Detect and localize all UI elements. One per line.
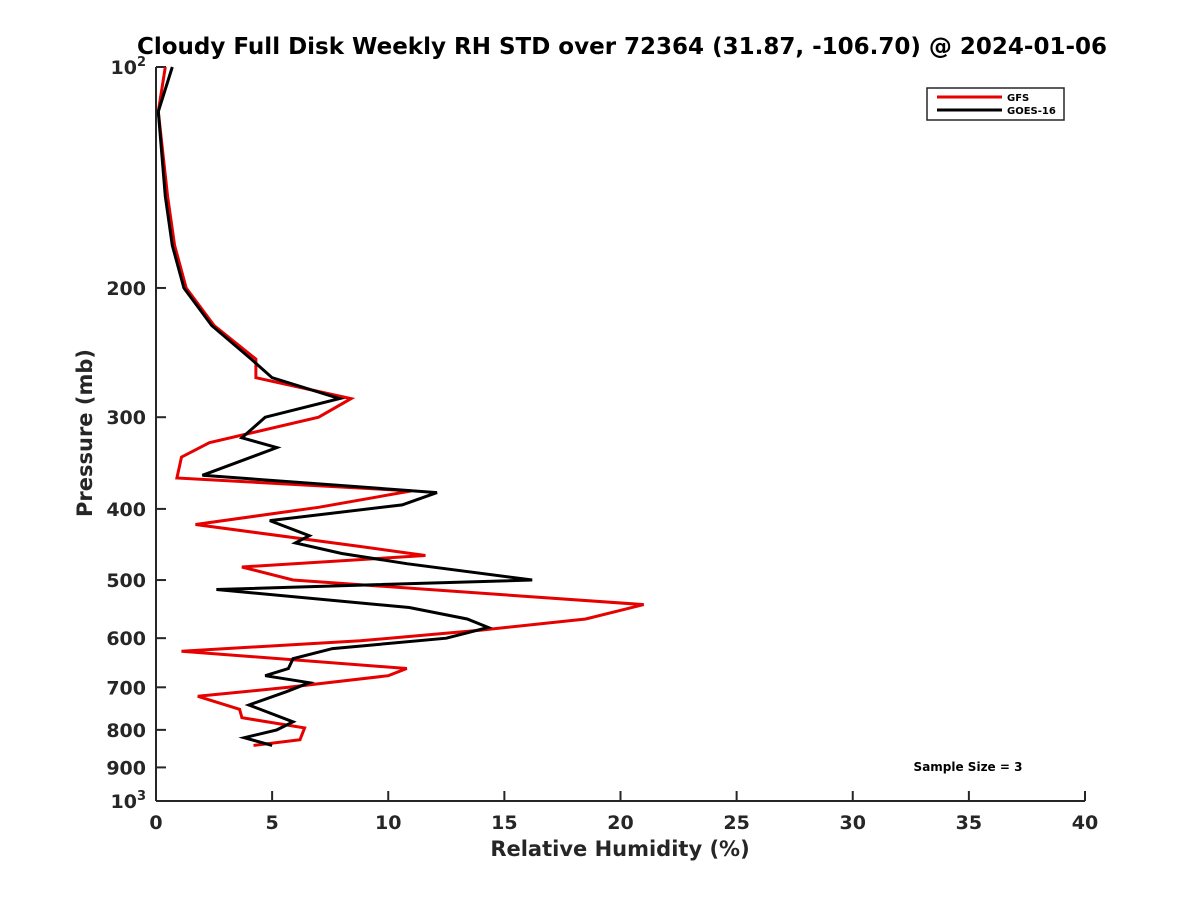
x-tick-label: 0 bbox=[149, 812, 162, 834]
x-tick-label: 25 bbox=[723, 812, 749, 834]
x-axis-label: Relative Humidity (%) bbox=[490, 837, 749, 861]
x-tick-label: 15 bbox=[491, 812, 517, 834]
x-axis-ticks: 0 5 10 15 20 25 30 35 40 bbox=[149, 791, 1098, 834]
x-tick-label: 30 bbox=[840, 812, 866, 834]
y-tick-label: 400 bbox=[106, 499, 146, 521]
legend-label-gfs: GFS bbox=[1007, 93, 1029, 104]
x-tick-label: 35 bbox=[956, 812, 982, 834]
x-tick-label: 20 bbox=[607, 812, 633, 834]
legend: GFS GOES-16 bbox=[926, 87, 1065, 121]
series-line-goes-16 bbox=[156, 66, 533, 747]
legend-box bbox=[926, 87, 1065, 121]
x-tick-label: 5 bbox=[266, 812, 279, 834]
x-tick-label: 10 bbox=[375, 812, 401, 834]
y-tick-label: 200 bbox=[106, 278, 146, 300]
y-tick-label: 103 bbox=[111, 789, 147, 813]
legend-label-goes-16: GOES-16 bbox=[1007, 106, 1056, 117]
y-tick-label: 102 bbox=[111, 55, 147, 79]
chart-title: Cloudy Full Disk Weekly RH STD over 7236… bbox=[137, 34, 1107, 60]
series-line-gfs bbox=[156, 66, 645, 747]
x-tick-label: 40 bbox=[1072, 812, 1098, 834]
y-tick-label: 300 bbox=[106, 407, 146, 429]
y-tick-label: 500 bbox=[106, 570, 146, 592]
y-tick-label: 900 bbox=[106, 757, 146, 779]
sample-size-annotation: Sample Size = 3 bbox=[914, 760, 1023, 774]
y-tick-label: 600 bbox=[106, 628, 146, 650]
series-group bbox=[156, 66, 645, 747]
y-axis-ticks: 102 200 300 400 500 600 700 800 900 103 bbox=[106, 55, 166, 813]
y-axis-label: Pressure (mb) bbox=[73, 349, 97, 517]
y-tick-label: 800 bbox=[106, 720, 146, 742]
y-tick-label: 700 bbox=[106, 677, 146, 699]
axes bbox=[155, 67, 1085, 802]
